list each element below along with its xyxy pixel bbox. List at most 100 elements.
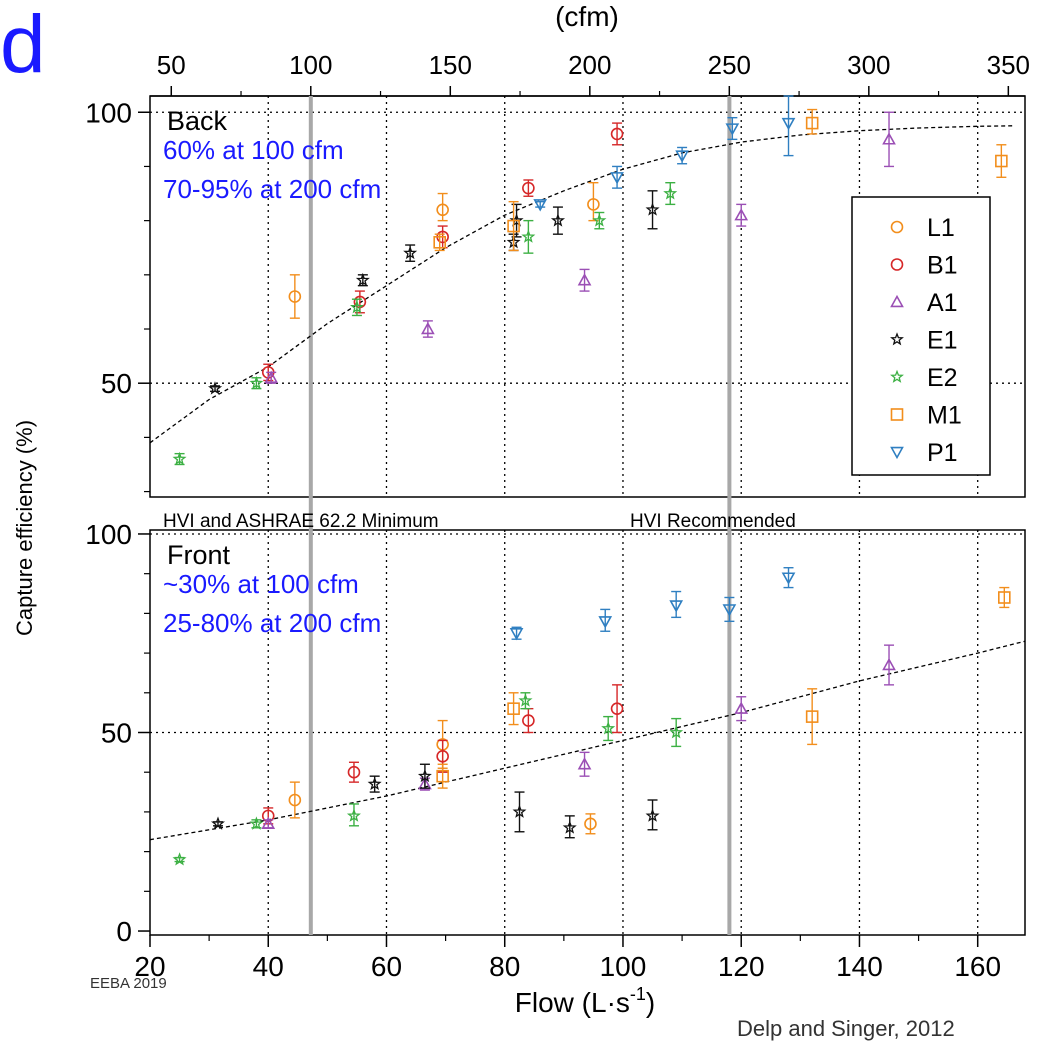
legend-marker-p1	[890, 446, 904, 460]
marker-e2	[249, 375, 264, 390]
marker-e1	[645, 202, 660, 216]
data-point-a1	[882, 644, 896, 686]
data-point-a1	[577, 268, 592, 292]
marker-l1	[288, 793, 302, 807]
data-point-p1	[533, 199, 548, 212]
panel-note: 70-95% at 200 cfm	[163, 174, 381, 204]
data-point-e2	[592, 211, 607, 230]
top-tick-label: 50	[157, 50, 186, 80]
x-axis-ticks: 20 40 60 80 100 120 140 160	[134, 935, 1001, 982]
marker-a1	[882, 657, 896, 671]
legend-marker-m1	[890, 408, 904, 421]
marker-a1	[264, 370, 279, 383]
data-point-e2	[663, 182, 678, 206]
marker-p1	[598, 616, 613, 629]
data-point-e2	[346, 803, 361, 827]
legend-marker-e1	[890, 332, 904, 346]
marker-b1	[347, 765, 361, 779]
panel-title: Back	[167, 106, 228, 136]
data-point-b1	[347, 761, 361, 783]
legend-item-m1: M1	[890, 402, 962, 430]
marker-m1	[436, 769, 449, 783]
data-point-l1	[436, 192, 449, 222]
data-point-e1	[645, 190, 660, 230]
data-point-p1	[669, 590, 684, 619]
data-point-m1	[507, 200, 520, 252]
panel-note: 60% at 100 cfm	[163, 135, 344, 165]
x-label-close: )	[646, 987, 655, 1018]
top-tick-label: 350	[987, 50, 1030, 80]
marker-l1	[288, 290, 302, 303]
data-point-p1	[781, 95, 796, 157]
y-tick-label: 100	[85, 519, 132, 550]
x-axis-label: Flow (L·s-1)	[515, 984, 655, 1018]
data-point-a1	[421, 320, 435, 338]
marker-e1	[509, 213, 524, 227]
y-tick-label: 50	[101, 368, 132, 399]
data-point-e2	[521, 219, 536, 254]
marker-e1	[208, 381, 223, 395]
data-point-a1	[882, 111, 896, 168]
marker-e2	[249, 816, 264, 830]
data-point-e1	[355, 272, 370, 287]
top-tick-label: 150	[429, 50, 472, 80]
data-point-p1	[722, 596, 737, 623]
marker-m1	[433, 236, 446, 249]
credit-left: EEBA 2019	[90, 975, 167, 992]
panel-frame	[149, 95, 1026, 498]
x-tick-label: 140	[836, 951, 883, 982]
data-point-a1	[261, 816, 276, 830]
marker-b1	[436, 750, 449, 763]
legend-item-b1: B1	[890, 252, 958, 280]
marker-e1	[355, 272, 370, 287]
marker-a1	[734, 208, 749, 221]
legend-label: E1	[927, 327, 958, 355]
x-tick-label: 40	[253, 951, 284, 982]
x-label-s: s	[616, 987, 630, 1018]
marker-a1	[734, 701, 749, 714]
data-point-m1	[995, 144, 1008, 178]
top-tick-label: 200	[568, 50, 611, 80]
data-point-e2	[249, 375, 264, 390]
marker-e1	[403, 245, 418, 260]
legend-label: P1	[927, 439, 958, 467]
data-point-p1	[610, 165, 624, 189]
data-point-e1	[367, 775, 382, 793]
y-tick-label: 100	[85, 97, 132, 128]
data-point-e1	[211, 816, 225, 830]
data-point-m1	[436, 763, 449, 789]
data-point-e1	[550, 206, 566, 235]
panel-note: ~30% at 100 cfm	[163, 569, 359, 599]
x-label-dot: ·	[607, 987, 616, 1018]
data-point-e2	[518, 692, 533, 710]
data-point-e2	[172, 852, 187, 866]
x-tick-label: 120	[718, 951, 765, 982]
marker-e1	[550, 213, 566, 227]
legend-label: B1	[927, 252, 958, 280]
marker-l1	[587, 198, 600, 211]
marker-m1	[507, 702, 520, 715]
legend-box	[851, 196, 991, 476]
marker-b1	[610, 127, 624, 141]
x-tick-label: 60	[371, 951, 402, 982]
data-point-e1	[562, 815, 577, 839]
marker-e1	[417, 768, 432, 783]
marker-a1	[882, 132, 896, 145]
marker-a1	[577, 273, 592, 286]
marker-e1	[512, 804, 527, 818]
marker-p1	[509, 628, 524, 641]
marker-b1	[522, 714, 535, 727]
data-point-m1	[998, 586, 1011, 609]
marker-e1	[211, 816, 225, 830]
x-tick-label: 20	[134, 951, 165, 982]
data-point-e2	[349, 298, 364, 317]
marker-b1	[610, 702, 624, 715]
marker-m1	[507, 219, 520, 233]
data-point-p1	[725, 116, 740, 141]
x-tick-label: 160	[954, 951, 1001, 982]
marker-m1	[998, 591, 1011, 604]
data-point-b1	[610, 122, 624, 146]
legend-label: A1	[927, 289, 958, 317]
reference-label: HVI Recommended	[630, 511, 796, 532]
